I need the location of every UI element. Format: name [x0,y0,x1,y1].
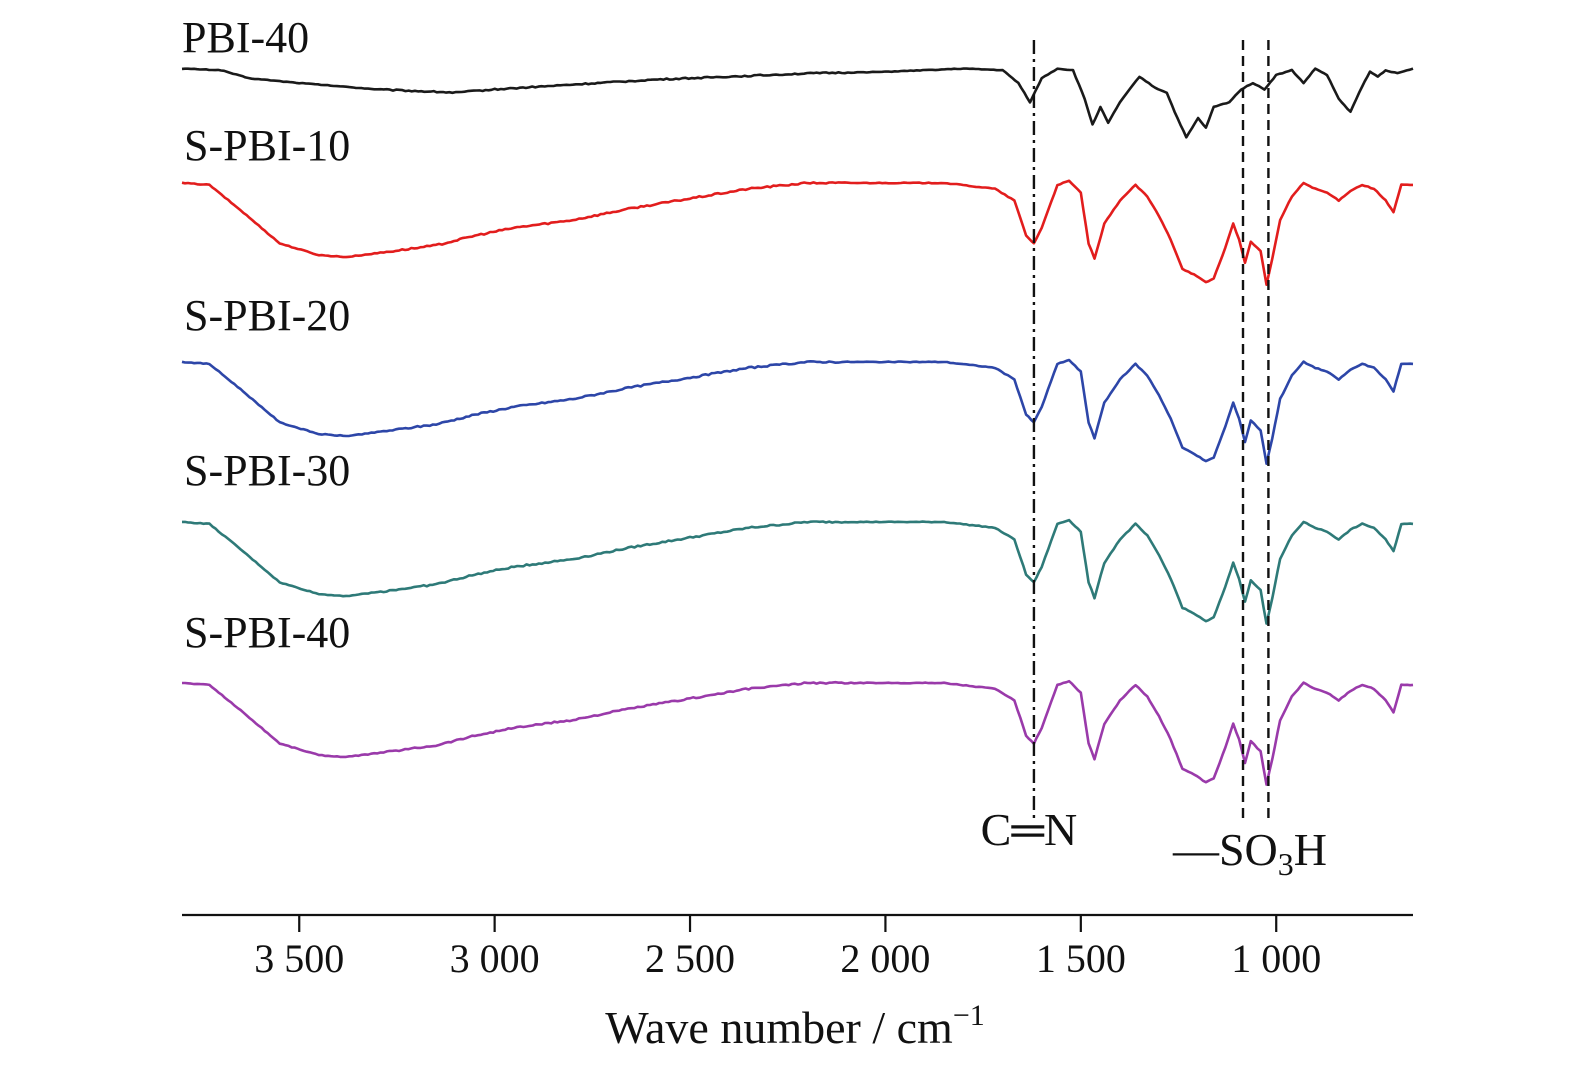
x-tick-label: 2 000 [840,936,930,981]
x-tick-label: 1 000 [1231,936,1321,981]
x-axis-title-superscript: −1 [953,999,985,1032]
series-line-s-pbi-40 [182,679,1414,786]
x-axis: 3 500 3 000 2 500 2 000 1 500 1 000 [182,913,1413,981]
series-line-pbi-40 [181,67,1414,139]
x-axis-title-text: Wave number / cm [605,1002,953,1053]
annotation-label-so3h: —SO3H [1172,824,1327,882]
series-layer [181,67,1414,786]
series-label-layer: PBI-40 S-PBI-10 S-PBI-20 S-PBI-30 S-PBI-40 [182,13,350,657]
x-tick-label: 1 500 [1036,936,1126,981]
series-line-s-pbi-20 [181,358,1414,465]
series-label-s-pbi-10: S-PBI-10 [184,121,350,170]
series-label-s-pbi-40: S-PBI-40 [184,608,350,657]
x-axis-title: Wave number / cm−1 [605,999,984,1053]
series-line-s-pbi-30 [182,518,1414,625]
series-line-s-pbi-10 [181,179,1413,286]
series-label-pbi-40: PBI-40 [182,13,309,62]
annotation-layer: C═N —SO3H [981,40,1327,882]
x-tick-label: 3 000 [450,936,540,981]
series-label-s-pbi-20: S-PBI-20 [184,291,350,340]
series-label-s-pbi-30: S-PBI-30 [184,446,350,495]
x-tick-label: 3 500 [254,936,344,981]
x-tick-label: 2 500 [645,936,735,981]
annotation-label-c-n: C═N [981,804,1078,855]
